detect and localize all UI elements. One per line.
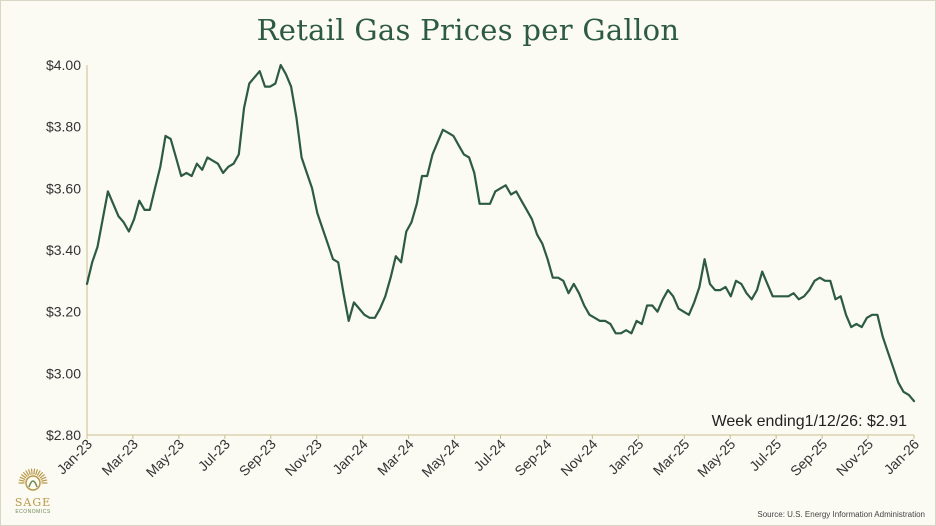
x-tick-label: Nov-24 bbox=[557, 436, 600, 479]
x-tick-label: Mar-23 bbox=[98, 436, 141, 479]
logo-name: SAGE bbox=[14, 496, 52, 509]
x-tick-label: May-24 bbox=[418, 436, 462, 480]
series-group bbox=[85, 63, 916, 403]
y-tick-label: $3.80 bbox=[46, 119, 81, 135]
y-tick-label: $3.20 bbox=[46, 304, 81, 320]
y-tick-label: $3.40 bbox=[46, 242, 81, 258]
x-tick-label: Jan-25 bbox=[605, 436, 647, 478]
x-tick-label: Jul-23 bbox=[195, 436, 233, 474]
x-tick-label: Jul-25 bbox=[746, 436, 784, 474]
x-tick-label: Jan-24 bbox=[329, 436, 371, 478]
x-axis: Jan-23 Mar-23 May-23 Jul-23 Sep-23 Nov-23 Jan-… bbox=[54, 434, 923, 480]
series-line-retail-gas-price bbox=[85, 63, 916, 403]
x-tick-label: Sep-24 bbox=[511, 436, 554, 479]
y-tick-label: $4.00 bbox=[46, 57, 81, 73]
y-tick-label: $2.80 bbox=[46, 427, 81, 443]
latest-value-annotation: Week ending1/12/26: $2.91 bbox=[712, 413, 908, 430]
x-tick-label: Nov-23 bbox=[282, 436, 325, 479]
x-tick-label: Nov-25 bbox=[833, 436, 876, 479]
x-tick-label: Mar-24 bbox=[374, 436, 417, 479]
source-note: Source: U.S. Energy Information Administ… bbox=[757, 510, 925, 519]
sage-economics-logo: SAGE ECONOMICS bbox=[9, 467, 57, 517]
x-tick-label: Jan-26 bbox=[881, 436, 923, 478]
y-tick-label: $3.60 bbox=[46, 180, 81, 196]
x-tick-label: Mar-25 bbox=[650, 436, 693, 479]
x-tick-label: May-23 bbox=[143, 436, 187, 480]
logo-sun-icon bbox=[18, 468, 48, 491]
x-tick-label: May-25 bbox=[694, 436, 738, 480]
y-tick-label: $3.00 bbox=[46, 365, 81, 381]
y-axis: $4.00 $3.80 $3.60 $3.40 $3.20 $3.00 $2.80 bbox=[46, 57, 88, 443]
logo-subtitle: ECONOMICS bbox=[15, 509, 51, 515]
x-tick-label: Sep-23 bbox=[236, 436, 279, 479]
x-tick-label: Jul-24 bbox=[470, 436, 508, 474]
x-tick-label: Sep-25 bbox=[787, 436, 830, 479]
chart-title: Retail Gas Prices per Gallon bbox=[256, 13, 680, 47]
